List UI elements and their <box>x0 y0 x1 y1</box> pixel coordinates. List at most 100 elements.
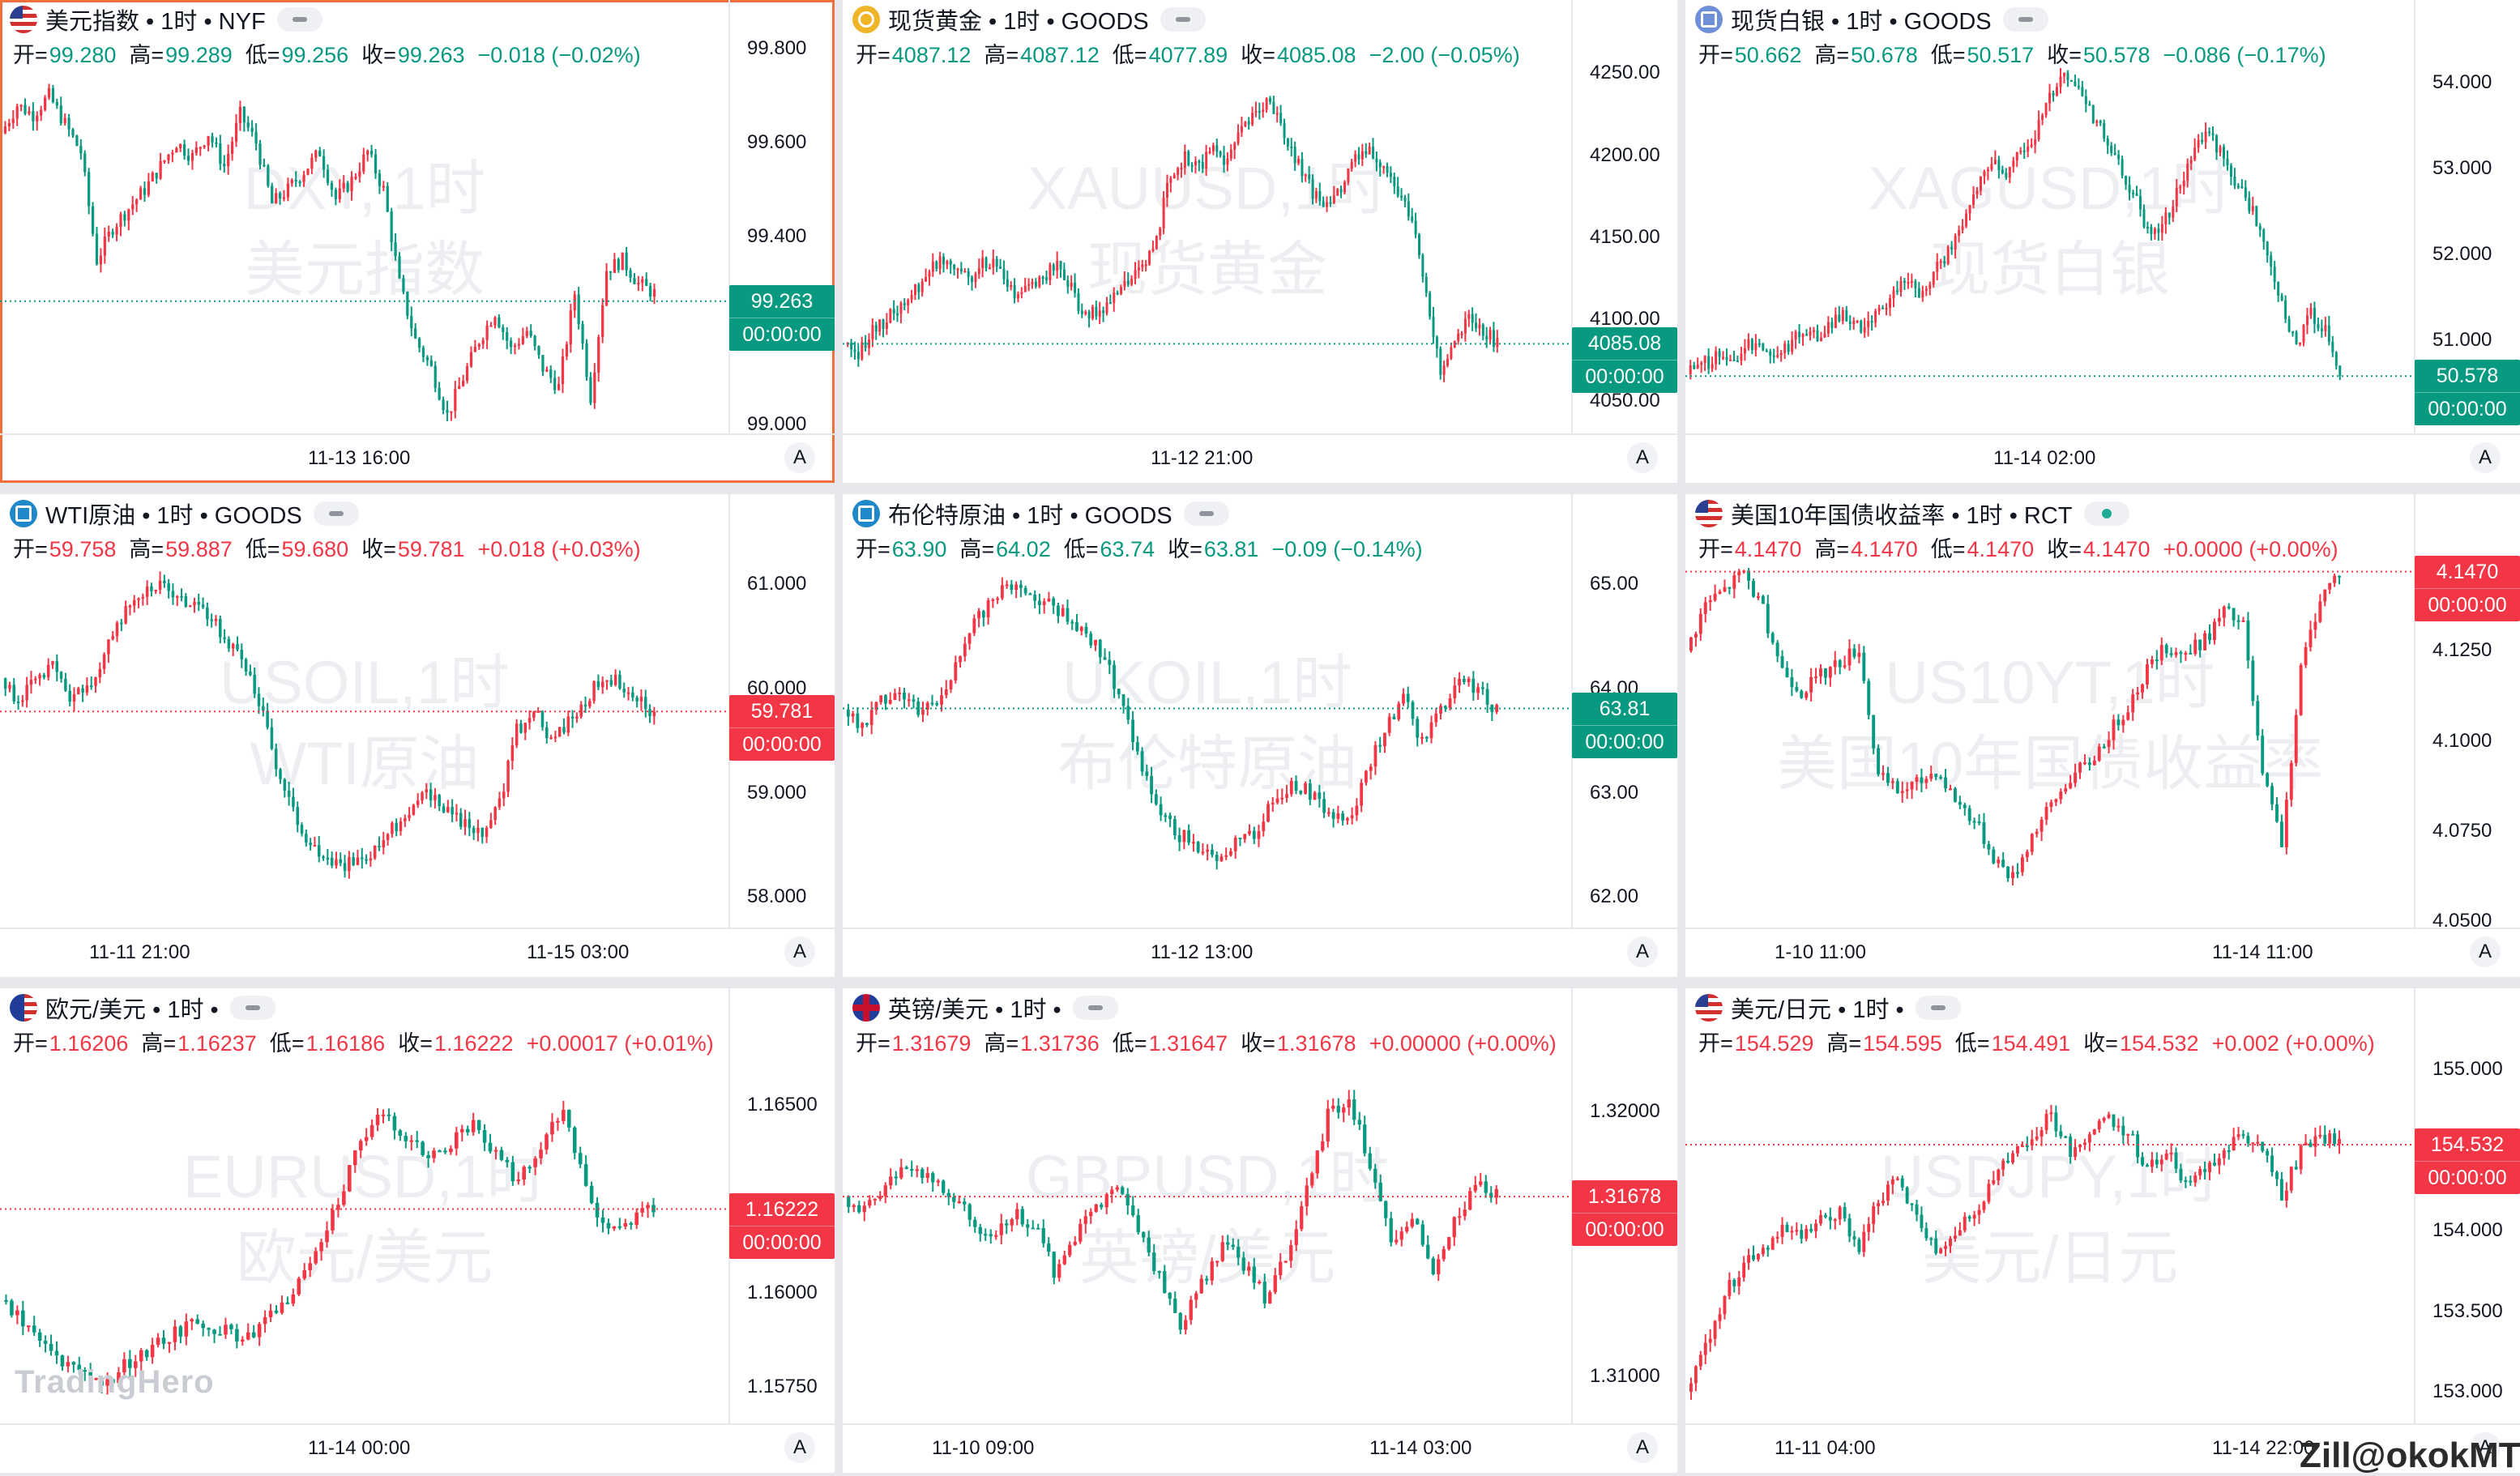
chart-panel-wti[interactable]: USOIL,1时 WTI原油 WTI原油 • 1时 • GOODS 开=59.758 高… <box>0 494 835 977</box>
auto-scale-button[interactable]: A <box>2470 1432 2501 1463</box>
chart-panel-dxy[interactable]: DXY, 1时 美元指数 美元指数 • 1时 • NYF 开=99.280 高=99.2… <box>0 0 835 483</box>
last-price-badge[interactable]: 154.532 00:00:00 <box>2415 1128 2520 1195</box>
market-status-open-icon[interactable] <box>2083 501 2129 526</box>
candle-body <box>135 199 139 205</box>
panel-title-ukoil[interactable]: 布伦特原油 • 1时 • GOODS <box>852 496 1229 531</box>
candle-body <box>1728 587 1732 589</box>
candlestick-chart[interactable] <box>0 988 835 1473</box>
panel-title-xau[interactable]: 现货黄金 • 1时 • GOODS <box>852 2 1206 37</box>
candle-body <box>2074 772 2078 783</box>
last-price-badge[interactable]: 63.81 00:00:00 <box>1572 692 1677 758</box>
candlestick-chart[interactable] <box>1685 988 2520 1473</box>
candle-body <box>1843 1207 1847 1218</box>
candlestick-chart[interactable] <box>1685 494 2520 977</box>
auto-scale-button[interactable]: A <box>784 1432 815 1463</box>
candle-body <box>1725 356 1728 360</box>
candle-body <box>107 232 110 237</box>
auto-scale-button[interactable]: A <box>2470 442 2501 473</box>
market-status-icon[interactable] <box>313 501 359 526</box>
candle-body <box>567 1110 571 1128</box>
panel-title-gbpusd[interactable]: 英镑/美元 • 1时 • <box>852 990 1118 1026</box>
candle-body <box>633 277 636 284</box>
chart-panel-xag[interactable]: XAGUSD,1时 现货白银 现货白银 • 1时 • GOODS 开=50.662 高=… <box>1685 0 2520 483</box>
market-status-icon[interactable] <box>1160 7 1206 32</box>
candle-body <box>167 154 170 160</box>
candle-body <box>1460 333 1463 335</box>
candle-body <box>2030 1139 2034 1145</box>
candle-body <box>2212 1162 2216 1166</box>
last-price-badge[interactable]: 59.781 00:00:00 <box>729 695 835 761</box>
candle-body <box>2112 1114 2116 1128</box>
candle-body <box>163 580 166 583</box>
candlestick-chart[interactable] <box>0 494 835 977</box>
panel-title-eurusd[interactable]: 欧元/美元 • 1时 • <box>10 990 275 1026</box>
candle-body <box>954 662 958 680</box>
auto-scale-button[interactable]: A <box>1627 442 1658 473</box>
last-price-badge[interactable]: 1.31678 00:00:00 <box>1572 1180 1677 1247</box>
last-price-badge[interactable]: 4085.08 00:00:00 <box>1572 327 1677 394</box>
panel-title-wti[interactable]: WTI原油 • 1时 • GOODS <box>10 496 359 531</box>
candle-body <box>612 1226 617 1229</box>
candle-body <box>1770 1238 1775 1250</box>
chart-panel-ukoil[interactable]: UKOIL,1时 布伦特原油 布伦特原油 • 1时 • GOODS 开=63.90 高=… <box>843 494 1677 977</box>
panel-title-xag[interactable]: 现货白银 • 1时 • GOODS <box>1695 2 2048 37</box>
panel-title-usdjpy[interactable]: 美元/日元 • 1时 • <box>1695 990 1961 1026</box>
candle-body <box>2284 800 2288 847</box>
candle-body <box>1254 111 1258 113</box>
candle-body <box>985 258 988 268</box>
candle-body <box>593 372 596 403</box>
symbol-title: 欧元/美元 • 1时 • <box>45 997 219 1023</box>
candle-body <box>117 1372 121 1384</box>
market-status-icon[interactable] <box>1183 501 1229 526</box>
candle-body <box>240 649 244 659</box>
candle-body <box>2179 652 2183 655</box>
candle-body <box>1265 98 1268 110</box>
ohlc-low-value: 1.31647 <box>1148 1031 1228 1056</box>
candle-body <box>1299 791 1303 794</box>
last-price-badge[interactable]: 50.578 00:00:00 <box>2415 360 2520 426</box>
candlestick-chart[interactable] <box>843 0 1677 483</box>
candle-body <box>1073 1241 1077 1245</box>
market-status-icon[interactable] <box>229 996 275 1020</box>
candle-body <box>1002 268 1006 279</box>
auto-scale-button[interactable]: A <box>784 936 815 967</box>
candle-body <box>2087 762 2091 766</box>
time-axis-label: 11-14 11:00 <box>2212 941 2313 963</box>
last-price-badge[interactable]: 1.16222 00:00:00 <box>729 1192 835 1259</box>
candle-body <box>2146 227 2149 229</box>
candle-body <box>2054 799 2058 803</box>
candle-body <box>2121 159 2124 176</box>
market-status-icon[interactable] <box>1072 996 1118 1020</box>
market-status-icon[interactable] <box>2002 7 2048 32</box>
candle-body <box>502 791 506 799</box>
auto-scale-button[interactable]: A <box>1627 1432 1658 1463</box>
last-price-badge[interactable]: 4.1470 00:00:00 <box>2415 555 2520 621</box>
chart-panel-gbpusd[interactable]: GBPUSD,1时 英镑/美元 英镑/美元 • 1时 • 开=1.31679 高=1.3… <box>843 988 1677 1473</box>
candle-body <box>378 173 382 186</box>
candlestick-chart[interactable] <box>843 988 1677 1473</box>
candle-body <box>536 710 540 713</box>
candle-body <box>214 618 218 621</box>
candle-body <box>2116 719 2121 726</box>
candle-body <box>1961 226 1964 231</box>
chart-panel-xau[interactable]: XAUUSD,1时 现货黄金 现货黄金 • 1时 • GOODS 开=4087.12 高… <box>843 0 1677 483</box>
ohlc-high-value: 1.16237 <box>177 1031 257 1056</box>
candle-body <box>1247 1266 1251 1271</box>
candle-body <box>577 294 580 325</box>
candle-body <box>2227 1150 2231 1152</box>
chart-panel-us10y[interactable]: US10YT,1时 美国10年国债收益率 美国10年国债收益率 • 1时 • RCT… <box>1685 494 2520 977</box>
chart-panel-usdjpy[interactable]: USDJPY,1时 美元/日元 美元/日元 • 1时 • 开=154.529 高=154… <box>1685 988 2520 1473</box>
candle-body <box>874 325 878 332</box>
auto-scale-button[interactable]: A <box>1627 936 1658 967</box>
candlestick-chart[interactable] <box>843 494 1677 977</box>
panel-title-dxy[interactable]: 美元指数 • 1时 • NYF <box>10 2 322 37</box>
market-status-icon[interactable] <box>276 7 322 32</box>
auto-scale-button[interactable]: A <box>2470 936 2501 967</box>
market-status-icon[interactable] <box>1915 996 1961 1020</box>
candlestick-chart[interactable] <box>0 0 835 483</box>
candle-body <box>1052 264 1055 271</box>
last-price-badge[interactable]: 99.263 00:00:00 <box>729 284 835 351</box>
candlestick-chart[interactable] <box>1685 0 2520 483</box>
panel-title-us10y[interactable]: 美国10年国债收益率 • 1时 • RCT <box>1695 496 2129 531</box>
auto-scale-button[interactable]: A <box>784 442 815 473</box>
